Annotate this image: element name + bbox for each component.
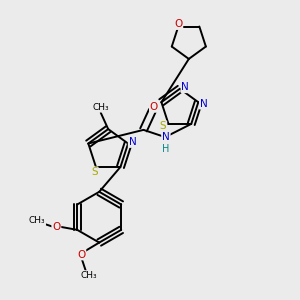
Text: O: O [174,19,182,29]
Text: H: H [162,144,169,154]
Text: N: N [129,137,136,147]
Text: CH₃: CH₃ [92,103,109,112]
Text: CH₃: CH₃ [80,271,97,280]
Text: S: S [160,121,166,131]
Text: N: N [162,132,170,142]
Text: O: O [150,102,158,112]
Text: CH₃: CH₃ [28,216,45,225]
Text: O: O [77,250,86,260]
Text: N: N [200,99,208,109]
Text: O: O [52,222,61,232]
Text: S: S [91,167,98,177]
Text: N: N [182,82,189,92]
